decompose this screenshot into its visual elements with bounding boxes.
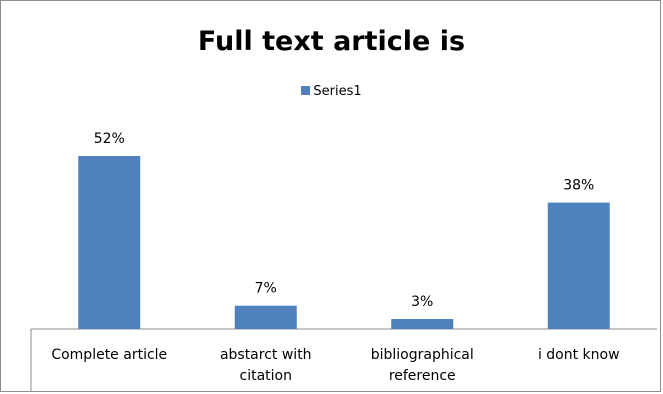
chart-title: Full text article is <box>197 26 466 57</box>
data-label-4: 38% <box>563 178 594 194</box>
bar-3 <box>391 319 454 329</box>
legend: Series1 <box>0 84 663 99</box>
category-label-3-line-2: reference <box>389 368 456 384</box>
legend-swatch <box>301 86 311 95</box>
legend-label: Series1 <box>313 84 362 99</box>
category-label-4: i dont know <box>538 347 620 363</box>
data-label-2: 7% <box>255 281 277 297</box>
category-label-2-line-2: citation <box>240 368 292 384</box>
bar-1 <box>78 156 141 329</box>
category-label-1: Complete article <box>51 347 167 363</box>
data-label-3: 3% <box>411 294 433 310</box>
bar-4 <box>547 202 610 329</box>
category-label-3-line-1: bibliographical <box>371 347 474 363</box>
bar-2 <box>234 305 297 329</box>
category-label-2-line-1: abstarct with <box>220 347 312 363</box>
data-label-1: 52% <box>94 131 125 147</box>
